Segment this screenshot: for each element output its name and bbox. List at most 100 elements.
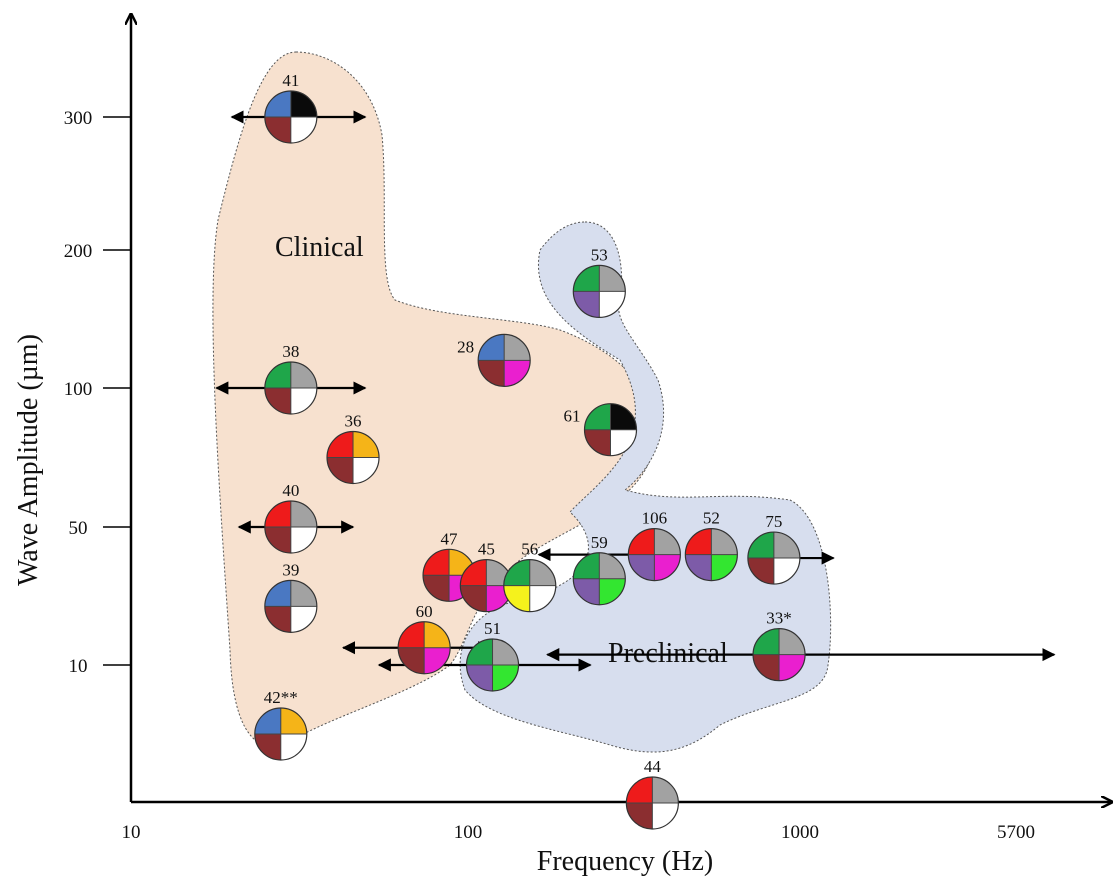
marker-quadrant: [529, 559, 556, 586]
marker-quadrant: [584, 429, 611, 456]
data-point: [254, 707, 308, 761]
marker-quadrant: [599, 291, 626, 318]
clinical-region: [212, 51, 655, 748]
marker-quadrant: [327, 457, 354, 484]
marker-quadrant: [753, 628, 780, 655]
marker-quadrant: [264, 606, 291, 633]
x-ticks: 10 100 1000 5700: [122, 822, 1036, 843]
marker-quadrant: [599, 552, 626, 579]
marker-quadrant: [290, 580, 317, 607]
marker-quadrant: [753, 654, 780, 681]
marker-quadrant: [398, 621, 425, 648]
marker-quadrant: [626, 777, 653, 803]
point-label: 36: [345, 412, 362, 431]
marker-quadrant: [492, 665, 519, 691]
marker-quadrant: [779, 654, 806, 681]
marker-quadrant: [290, 501, 317, 527]
y-axis-title: Wave Amplitude (µm): [13, 334, 44, 586]
data-point: [264, 361, 318, 415]
marker-quadrant: [466, 639, 493, 665]
data-point: [583, 403, 638, 457]
data-point: [747, 531, 801, 585]
point-label: 40: [282, 481, 299, 500]
point-label: 51: [484, 619, 501, 638]
x-tick-label: 10: [122, 822, 141, 843]
y-tick-label: 300: [64, 108, 93, 129]
marker-quadrant: [503, 559, 530, 586]
point-label: 33*: [766, 609, 792, 628]
x-tick-label: 5700: [997, 822, 1035, 843]
data-point: [752, 628, 806, 682]
marker-quadrant: [628, 554, 655, 581]
point-label: 60: [416, 602, 433, 621]
data-markers: 41 38 36 40 39 42** 28 53 61 47 45 56 59 106 52 75 33* 60…: [254, 71, 806, 830]
marker-quadrant: [424, 621, 451, 648]
marker-quadrant: [573, 291, 600, 318]
marker-quadrant: [492, 639, 519, 665]
point-label: 75: [765, 512, 782, 531]
y-tick-label: 200: [64, 241, 93, 262]
marker-quadrant: [503, 585, 530, 612]
y-ticks: 300 200 100 50 10: [64, 108, 131, 677]
marker-quadrant: [290, 362, 317, 388]
marker-quadrant: [711, 528, 738, 555]
marker-quadrant: [599, 265, 626, 292]
data-point: [477, 333, 531, 387]
point-label: 52: [703, 509, 720, 528]
x-axis-title: Frequency (Hz): [537, 846, 713, 877]
point-label: 39: [282, 560, 299, 579]
y-tick-label: 100: [64, 379, 93, 400]
marker-quadrant: [504, 334, 531, 361]
preclinical-label: Preclinical: [608, 638, 728, 669]
marker-quadrant: [264, 362, 291, 388]
data-point: [572, 552, 626, 606]
marker-quadrant: [685, 528, 712, 555]
marker-quadrant: [711, 554, 738, 581]
marker-quadrant: [254, 708, 281, 734]
point-label: 28: [457, 337, 474, 356]
marker-quadrant: [264, 580, 291, 607]
marker-quadrant: [652, 803, 679, 829]
preclinical-region: [459, 221, 832, 753]
marker-quadrant: [610, 429, 637, 456]
data-point: [264, 500, 318, 554]
marker-quadrant: [584, 403, 611, 430]
marker-quadrant: [628, 528, 655, 555]
data-point: [465, 638, 520, 692]
marker-quadrant: [264, 501, 291, 527]
marker-quadrant: [610, 403, 637, 430]
marker-quadrant: [773, 558, 800, 585]
data-point: [684, 527, 738, 582]
marker-quadrant: [773, 532, 800, 559]
point-label: 38: [282, 342, 299, 361]
marker-quadrant: [423, 549, 450, 576]
marker-quadrant: [290, 606, 317, 633]
marker-quadrant: [290, 388, 317, 414]
point-label: 53: [591, 245, 608, 264]
marker-quadrant: [424, 647, 451, 674]
marker-quadrant: [685, 554, 712, 581]
marker-quadrant: [573, 552, 600, 579]
data-point: [572, 264, 626, 318]
marker-quadrant: [290, 117, 317, 143]
marker-quadrant: [254, 734, 281, 760]
point-label: 45: [478, 540, 495, 559]
data-point: [397, 621, 451, 675]
marker-quadrant: [654, 554, 681, 581]
data-point: [625, 776, 679, 830]
marker-quadrant: [626, 803, 653, 829]
marker-quadrant: [460, 559, 487, 586]
marker-quadrant: [478, 334, 505, 361]
point-label: 47: [441, 529, 459, 548]
marker-quadrant: [398, 647, 425, 674]
marker-quadrant: [423, 575, 450, 602]
x-tick-label: 1000: [781, 822, 819, 843]
point-label: 59: [591, 533, 608, 552]
marker-quadrant: [264, 117, 291, 143]
marker-quadrant: [353, 457, 380, 484]
point-label: 56: [521, 540, 538, 559]
marker-quadrant: [460, 585, 487, 612]
data-point: [264, 579, 318, 633]
marker-quadrant: [504, 360, 531, 387]
marker-quadrant: [264, 527, 291, 553]
